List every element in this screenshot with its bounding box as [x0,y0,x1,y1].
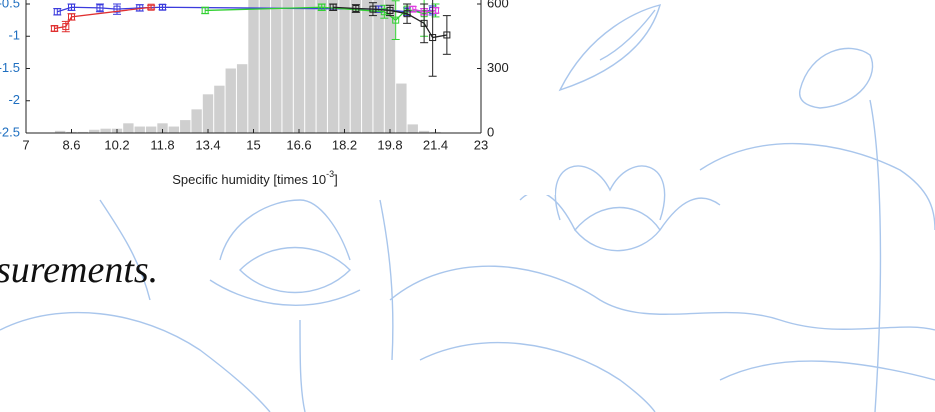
histogram-bar [169,127,179,133]
x-tick-label: 10.2 [104,137,129,152]
caption: surements. [0,248,158,292]
y-tick-label: -1.5 [0,60,20,75]
histogram-bar [408,124,418,133]
x-axis-label-exponent: -3 [326,169,334,179]
y-tick-label: -2.5 [0,124,20,139]
histogram-bar [180,120,190,133]
x-tick-label: 15 [246,137,260,152]
x-tick-label: 8.6 [62,137,80,152]
x-tick-label: 23 [474,137,488,152]
y2-tick-label: 0 [487,124,494,139]
y-tick-label: -2 [8,92,20,107]
histogram-bar [237,64,247,133]
histogram-bar [248,0,258,133]
y2-tick-label: 300 [487,60,509,75]
x-tick-label: 16.6 [286,137,311,152]
x-axis-label-text: Specific humidity [times 10 [172,172,326,187]
histogram-bar [271,0,281,133]
histogram-bar [396,84,406,133]
histogram-bar [294,0,304,133]
y-tick-label: -0.5 [0,0,20,10]
histogram-bar [362,0,372,133]
x-tick-label: 18.2 [332,137,357,152]
histogram-bar [373,0,383,133]
histogram-bar [100,129,110,133]
histogram-bar [351,0,361,133]
x-tick-label: 7 [22,137,29,152]
histogram-bar [146,127,156,133]
histogram-bar [282,0,292,133]
histogram-bar [385,0,395,133]
histogram-bar [339,0,349,133]
histogram-bar [135,127,145,133]
x-tick-label: 11.8 [150,137,174,152]
x-axis-label: Specific humidity [times 10-3] [172,169,338,187]
histogram-bar [123,123,133,133]
histogram-bar [328,0,338,133]
histogram-bar [260,0,270,133]
histogram-bar [191,109,201,133]
y-tick-label: -1 [8,28,20,43]
histogram-bar [305,0,315,133]
histogram-bar [317,0,327,133]
x-tick-label: 13.4 [195,137,220,152]
page: 7 8.6 10.2 11.8 13.4 15 16.6 18.2 19.8 21.4 23 -0.5… [0,0,935,412]
chart: 7 8.6 10.2 11.8 13.4 15 16.6 18.2 19.8 21.4 23 -0.5… [0,0,555,195]
x-tick-label: 19.8 [377,137,402,152]
histogram-bar [203,94,213,133]
histogram-bar [226,69,236,134]
x-tick-label: 21.4 [423,137,448,152]
histogram-bar [214,86,224,133]
y2-tick-label: 600 [487,0,509,10]
x-axis-label-end: ] [334,172,338,187]
